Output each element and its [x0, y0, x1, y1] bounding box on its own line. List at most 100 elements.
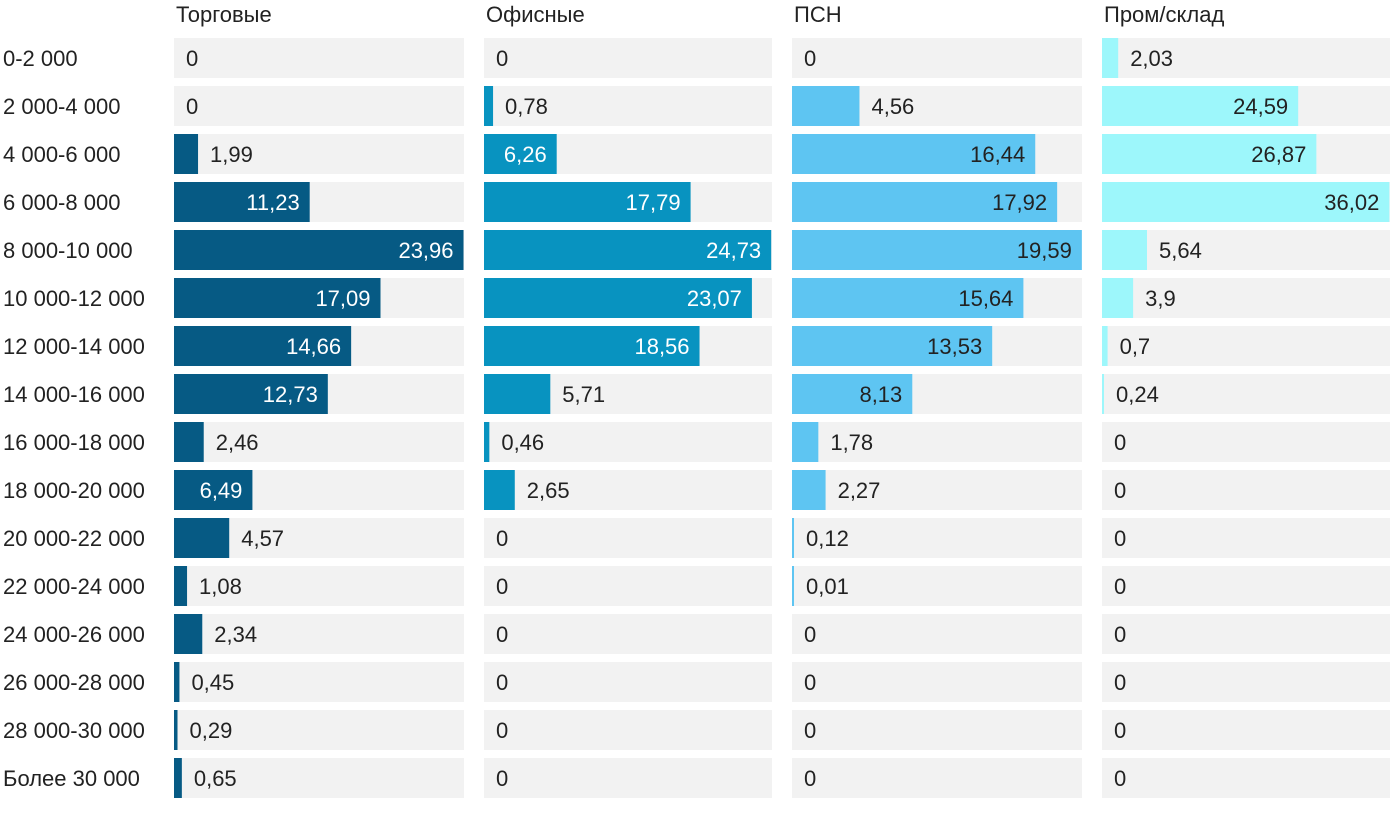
bar — [792, 518, 794, 558]
bar — [174, 134, 199, 174]
data-label: 0 — [186, 46, 198, 71]
bar-track — [792, 566, 1082, 606]
row-labels: 0-2 000 2 000-4 000 4 000-6 000 6 000-8 000… — [3, 46, 145, 791]
row-label: 16 000-18 000 — [3, 430, 145, 455]
data-label: 6,49 — [200, 478, 243, 503]
bar-track — [792, 518, 1082, 558]
data-label: 0 — [1114, 478, 1126, 503]
bar-track — [484, 614, 772, 654]
bar-track — [484, 710, 772, 750]
data-label: 2,46 — [216, 430, 259, 455]
bar-track — [1102, 38, 1390, 78]
bar-track — [792, 470, 1082, 510]
row-label: 28 000-30 000 — [3, 718, 145, 743]
bar-track — [792, 422, 1082, 462]
data-label: 0,45 — [191, 670, 234, 695]
data-label: 0,29 — [190, 718, 233, 743]
bar — [1102, 278, 1134, 318]
panel-title: Торговые — [176, 2, 272, 27]
bar — [1102, 182, 1390, 222]
data-label: 17,09 — [315, 286, 370, 311]
bar — [792, 278, 1024, 318]
bar-track — [174, 38, 464, 78]
data-label: 6,26 — [504, 142, 547, 167]
bar — [174, 278, 381, 318]
data-label: 11,23 — [246, 190, 299, 215]
panel-title: Офисные — [486, 2, 585, 27]
bar-track — [1102, 278, 1390, 318]
bar — [484, 230, 772, 270]
row-label: 6 000-8 000 — [3, 190, 120, 215]
bar — [792, 134, 1036, 174]
data-label: 4,57 — [241, 526, 284, 551]
data-label: 0 — [1114, 622, 1126, 647]
row-label: 2 000-4 000 — [3, 94, 120, 119]
data-label: 0 — [804, 766, 816, 791]
bar-track — [792, 662, 1082, 702]
data-label: 0 — [1114, 718, 1126, 743]
bar-track — [174, 422, 464, 462]
row-label: Более 30 000 — [3, 766, 140, 791]
bar — [484, 326, 700, 366]
bar — [792, 182, 1058, 222]
data-label: 0 — [1114, 574, 1126, 599]
data-label: 0 — [496, 622, 508, 647]
data-label: 15,64 — [958, 286, 1013, 311]
bar-track — [792, 758, 1082, 798]
bar — [484, 182, 691, 222]
bar-track — [174, 86, 464, 126]
data-label: 5,71 — [562, 382, 605, 407]
bar — [792, 326, 993, 366]
bar — [174, 422, 204, 462]
bar-track — [484, 38, 772, 78]
bar — [792, 566, 794, 606]
bar — [792, 374, 913, 414]
row-label: 0-2 000 — [3, 46, 78, 71]
bar-track — [174, 758, 464, 798]
bar — [1102, 38, 1119, 78]
bar — [174, 518, 230, 558]
bar-track — [484, 422, 772, 462]
bar-track — [1102, 710, 1390, 750]
bar — [484, 374, 551, 414]
data-label: 2,03 — [1130, 46, 1173, 71]
bar-track — [484, 470, 772, 510]
row-label: 20 000-22 000 — [3, 526, 145, 551]
bar-track — [174, 662, 464, 702]
bar-track — [174, 134, 464, 174]
data-label: 0 — [186, 94, 198, 119]
bar — [792, 422, 819, 462]
data-label: 18,56 — [634, 334, 689, 359]
data-label: 3,9 — [1145, 286, 1176, 311]
data-label: 0 — [496, 46, 508, 71]
bar-track — [484, 566, 772, 606]
data-label: 13,53 — [927, 334, 982, 359]
data-label: 0 — [1114, 766, 1126, 791]
data-label: 0 — [1114, 670, 1126, 695]
chart-panels: Торговые001,9911,2323,9617,0914,6612,732… — [174, 2, 1390, 798]
data-label: 23,07 — [687, 286, 742, 311]
row-label: 4 000-6 000 — [3, 142, 120, 167]
bar-track — [174, 614, 464, 654]
panel: Пром/склад 2,03 24,59 26,87 36,02 5,64 3,9 0,7 0… — [1102, 2, 1390, 798]
row-label: 8 000-10 000 — [3, 238, 133, 263]
bar — [174, 230, 464, 270]
bar-track — [484, 86, 772, 126]
bar — [174, 758, 182, 798]
data-label: 0 — [804, 718, 816, 743]
data-label: 0 — [496, 670, 508, 695]
row-label: 24 000-26 000 — [3, 622, 145, 647]
bar-track — [1102, 422, 1390, 462]
data-label: 36,02 — [1324, 190, 1379, 215]
row-label: 18 000-20 000 — [3, 478, 145, 503]
data-label: 2,65 — [527, 478, 570, 503]
row-label: 12 000-14 000 — [3, 334, 145, 359]
bar — [484, 470, 515, 510]
data-label: 17,92 — [992, 190, 1047, 215]
data-label: 8,13 — [859, 382, 902, 407]
data-label: 1,99 — [210, 142, 253, 167]
bar — [174, 566, 188, 606]
bar-track — [792, 614, 1082, 654]
data-label: 0 — [1114, 430, 1126, 455]
data-label: 19,59 — [1017, 238, 1072, 263]
